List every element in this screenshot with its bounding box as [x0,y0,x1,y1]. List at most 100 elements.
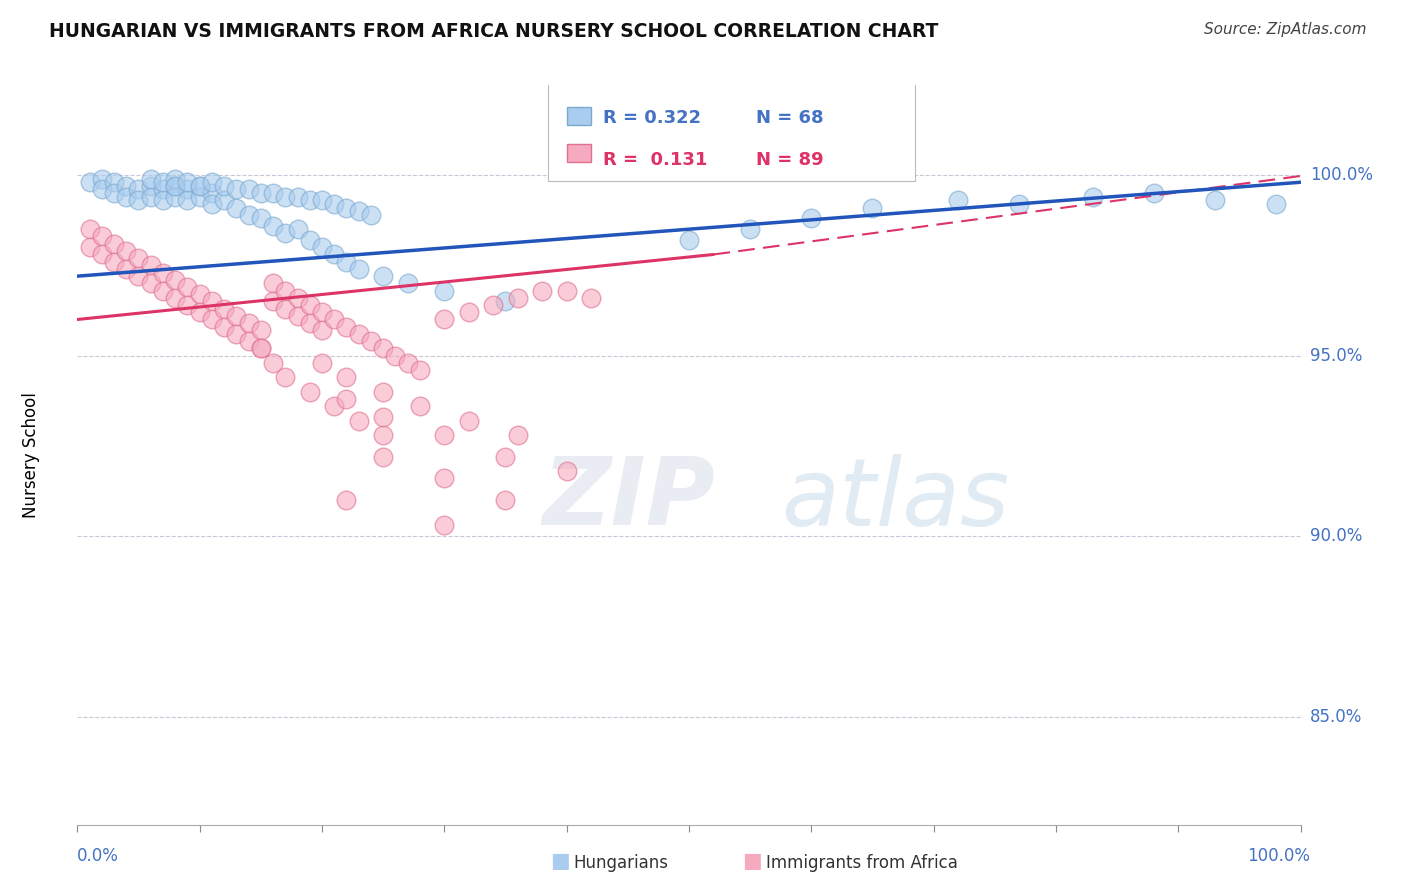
Point [360,208,382,222]
Point [139,258,162,272]
Point [212,178,235,193]
Point [495,450,517,464]
Point [188,190,211,204]
Point [1204,194,1226,208]
Point [212,194,235,208]
Text: Hungarians: Hungarians [574,854,669,871]
Point [506,291,529,305]
Point [165,178,187,193]
Text: 85.0%: 85.0% [1310,707,1362,726]
Point [90,182,112,196]
Point [347,414,370,428]
Point [555,464,578,478]
Point [139,190,162,204]
Point [127,194,149,208]
Point [225,326,247,341]
Point [152,194,174,208]
FancyBboxPatch shape [567,107,591,126]
Point [579,291,602,305]
Text: ■: ■ [550,851,569,871]
Point [201,312,224,326]
Point [396,356,419,370]
Point [335,319,357,334]
Point [287,190,309,204]
Point [298,298,321,312]
Point [238,208,260,222]
Point [115,244,138,258]
Text: atlas: atlas [780,454,1010,545]
Point [188,305,211,319]
Point [740,222,762,236]
Point [371,409,394,424]
Point [274,301,297,316]
Point [79,175,101,189]
Point [335,201,357,215]
Point [298,316,321,330]
Point [433,312,456,326]
Point [335,392,357,406]
Point [250,323,273,337]
Point [311,323,333,337]
Point [103,254,125,268]
Point [531,284,554,298]
Point [506,428,529,442]
Point [212,319,235,334]
Point [262,294,284,309]
Point [238,316,260,330]
Point [396,277,419,291]
Point [152,175,174,189]
Point [238,334,260,348]
Text: ■: ■ [742,851,762,871]
Point [250,342,273,356]
Point [165,291,187,305]
Point [371,342,394,356]
Point [495,493,517,508]
Point [127,182,149,196]
Point [188,178,211,193]
Text: R =  0.131: R = 0.131 [603,152,707,169]
Point [1143,186,1166,200]
Point [946,194,969,208]
Point [79,240,101,254]
Text: 95.0%: 95.0% [1310,347,1362,365]
Point [323,247,346,261]
Point [165,273,187,287]
Point [103,236,125,251]
Point [323,399,346,413]
Point [79,222,101,236]
Point [287,309,309,323]
Point [212,301,235,316]
Point [262,219,284,233]
Point [287,222,309,236]
Point [201,294,224,309]
Point [433,284,456,298]
Point [371,384,394,399]
Point [323,197,346,211]
Point [335,370,357,384]
Text: Nursery School: Nursery School [22,392,39,518]
Point [335,254,357,268]
Point [433,428,456,442]
Point [139,171,162,186]
Point [384,349,406,363]
Point [225,182,247,196]
Point [274,370,297,384]
Point [311,305,333,319]
Point [176,175,198,189]
Text: 0.0%: 0.0% [77,847,120,865]
Point [127,251,149,265]
Point [311,240,333,254]
Point [238,182,260,196]
Point [176,280,198,294]
Point [127,269,149,284]
Point [188,178,211,193]
Point [103,175,125,189]
Point [225,309,247,323]
Point [1008,197,1031,211]
Point [274,190,297,204]
Point [152,182,174,196]
Point [323,312,346,326]
Point [103,186,125,200]
Point [225,201,247,215]
FancyBboxPatch shape [567,144,591,162]
